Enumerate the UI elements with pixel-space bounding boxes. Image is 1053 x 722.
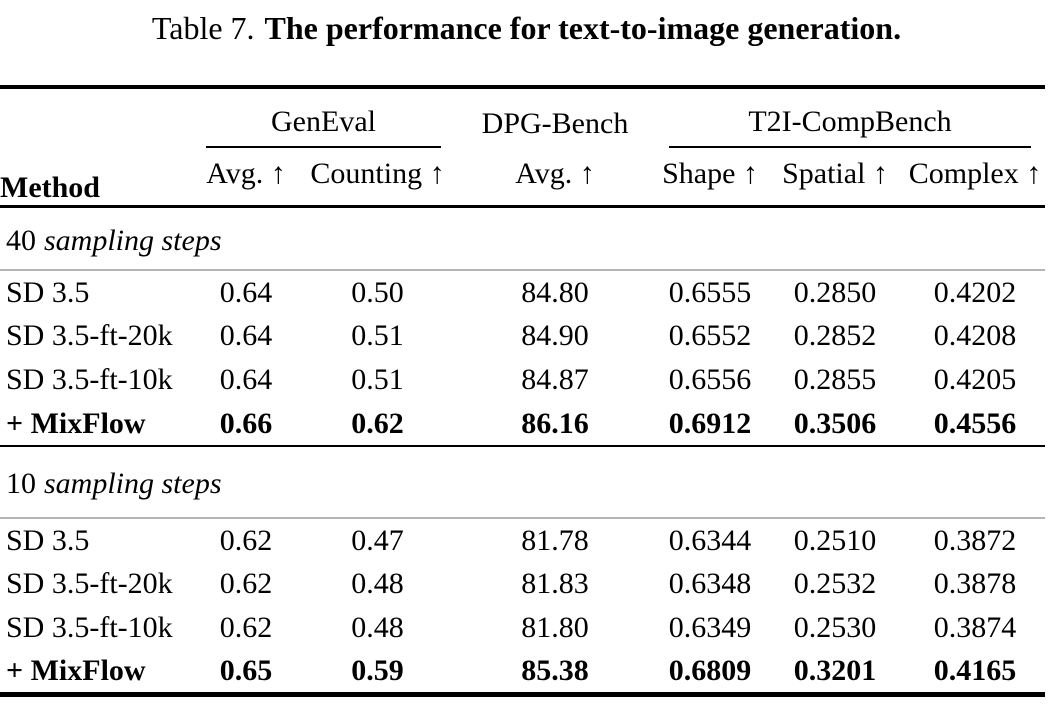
value-geneval-avg: 0.64	[219, 275, 273, 309]
value-dpg-avg: 84.87	[521, 363, 589, 396]
section-40-steps: 40 sampling steps SD 3.5 0.64 0.50 84.80 …	[0, 206, 1046, 446]
column-header-counting: Counting ↑	[310, 157, 445, 191]
value-counting: 0.62	[351, 406, 404, 440]
table-row: SD 3.5-ft-10k 0.64 0.51 84.87 0.6556 0.2…	[0, 358, 1045, 402]
value-complex: 0.4205	[933, 363, 1017, 396]
method-name: + MixFlow	[6, 653, 146, 687]
group-header-dpgbench-cell: DPG-Bench	[455, 87, 655, 148]
value-shape: 0.6556	[668, 363, 752, 396]
value-dpg-avg: 81.78	[521, 523, 589, 557]
section-label-row: 10 sampling steps	[0, 446, 1046, 519]
group-header-t2icompbench: T2I-CompBench	[669, 105, 1032, 148]
value-complex: 0.4208	[933, 319, 1017, 352]
column-header-complex: Complex ↑	[908, 157, 1042, 191]
value-dpg-avg: 81.83	[521, 567, 589, 600]
value-spatial: 0.3506	[793, 406, 877, 440]
value-spatial: 0.2530	[793, 611, 877, 644]
value-geneval-avg: 0.64	[219, 319, 273, 352]
group-header-row: Method GenEval DPG-Bench T2I-CompBench	[0, 87, 1045, 204]
value-complex: 0.4202	[933, 275, 1017, 309]
table-row: SD 3.5-ft-10k 0.62 0.48 81.80 0.6349 0.2…	[0, 606, 1045, 650]
value-spatial: 0.3201	[793, 653, 877, 687]
value-counting: 0.48	[351, 611, 404, 644]
value-counting: 0.51	[351, 319, 404, 352]
table-caption-number: Table 7.	[151, 10, 255, 46]
method-name: + MixFlow	[6, 406, 146, 440]
section-step-text: sampling steps	[44, 224, 222, 258]
value-shape: 0.6555	[668, 275, 752, 309]
value-spatial: 0.2850	[793, 275, 877, 309]
value-geneval-avg: 0.66	[219, 406, 273, 440]
value-spatial: 0.2510	[793, 523, 877, 557]
value-complex: 0.3872	[933, 523, 1017, 557]
value-geneval-avg: 0.64	[219, 363, 273, 396]
value-geneval-avg: 0.62	[219, 523, 273, 557]
value-complex: 0.3878	[933, 567, 1017, 600]
group-header-geneval: GenEval	[206, 105, 441, 148]
section-label-40-steps: 40 sampling steps	[0, 206, 1046, 271]
method-name: SD 3.5	[6, 275, 90, 309]
value-shape: 0.6348	[668, 567, 752, 600]
group-header-dpgbench: DPG-Bench	[481, 107, 629, 140]
value-shape: 0.6912	[668, 406, 752, 440]
value-dpg-avg: 85.38	[521, 653, 589, 687]
value-shape: 0.6552	[668, 319, 752, 352]
section-step-text: sampling steps	[44, 467, 222, 500]
section-label-row: 40 sampling steps	[0, 206, 1046, 271]
method-name: SD 3.5	[6, 523, 90, 557]
method-name: SD 3.5-ft-20k	[6, 319, 173, 352]
value-dpg-avg: 81.80	[521, 611, 589, 644]
value-counting: 0.50	[351, 275, 404, 309]
value-shape: 0.6344	[668, 523, 752, 557]
value-geneval-avg: 0.62	[219, 567, 273, 600]
value-complex: 0.3874	[933, 611, 1017, 644]
subheader-row: Avg. ↑ Counting ↑ Avg. ↑ Shape ↑ Spatial…	[0, 148, 1045, 206]
value-dpg-avg: 84.80	[521, 275, 589, 309]
table-row: SD 3.5 0.64 0.50 84.80 0.6555 0.2850 0.4…	[0, 270, 1045, 314]
value-counting: 0.51	[351, 363, 404, 396]
value-shape: 0.6349	[668, 611, 752, 644]
value-spatial: 0.2852	[793, 319, 877, 352]
table-row-mixflow: + MixFlow 0.65 0.59 85.38 0.6809 0.3201 …	[0, 650, 1045, 694]
section-step-count: 10	[6, 467, 36, 500]
method-name: SD 3.5-ft-20k	[6, 567, 173, 600]
value-counting: 0.48	[351, 567, 404, 600]
results-table: Method GenEval DPG-Bench T2I-CompBench A…	[0, 85, 1046, 697]
column-header-geneval-avg: Avg. ↑	[206, 157, 286, 191]
value-geneval-avg: 0.65	[219, 653, 273, 687]
table-row: SD 3.5-ft-20k 0.62 0.48 81.83 0.6348 0.2…	[0, 562, 1045, 606]
value-counting: 0.59	[351, 653, 404, 687]
table-caption-title: The performance for text-to-image genera…	[264, 10, 902, 46]
section-10-steps: 10 sampling steps SD 3.5 0.62 0.47 81.78 …	[0, 446, 1046, 694]
value-complex: 0.4165	[933, 653, 1017, 687]
table-header: Method GenEval DPG-Bench T2I-CompBench A…	[0, 87, 1046, 206]
table-caption: Table 7. The performance for text-to-imag…	[0, 0, 1053, 49]
column-header-method: Method	[0, 170, 100, 204]
method-name: SD 3.5-ft-10k	[6, 611, 173, 644]
table-row: SD 3.5 0.62 0.47 81.78 0.6344 0.2510 0.3…	[0, 518, 1045, 562]
group-header-t2icompbench-cell: T2I-CompBench	[655, 87, 1045, 148]
column-header-dpg-avg: Avg. ↑	[515, 157, 595, 191]
column-header-spatial: Spatial ↑	[782, 157, 888, 191]
table-row-mixflow: + MixFlow 0.66 0.62 86.16 0.6912 0.3506 …	[0, 402, 1045, 446]
section-step-count: 40	[6, 224, 36, 258]
value-dpg-avg: 86.16	[521, 406, 589, 440]
value-spatial: 0.2855	[793, 363, 877, 396]
section-label-10-steps: 10 sampling steps	[0, 446, 1046, 519]
method-name: SD 3.5-ft-10k	[6, 363, 173, 396]
group-header-geneval-cell: GenEval	[192, 87, 455, 148]
value-spatial: 0.2532	[793, 567, 877, 600]
value-counting: 0.47	[351, 523, 404, 557]
value-shape: 0.6809	[668, 653, 752, 687]
value-complex: 0.4556	[933, 406, 1017, 440]
column-header-shape: Shape ↑	[662, 157, 758, 191]
value-dpg-avg: 84.90	[521, 319, 589, 352]
table-row: SD 3.5-ft-20k 0.64 0.51 84.90 0.6552 0.2…	[0, 314, 1045, 358]
value-geneval-avg: 0.62	[219, 611, 273, 644]
